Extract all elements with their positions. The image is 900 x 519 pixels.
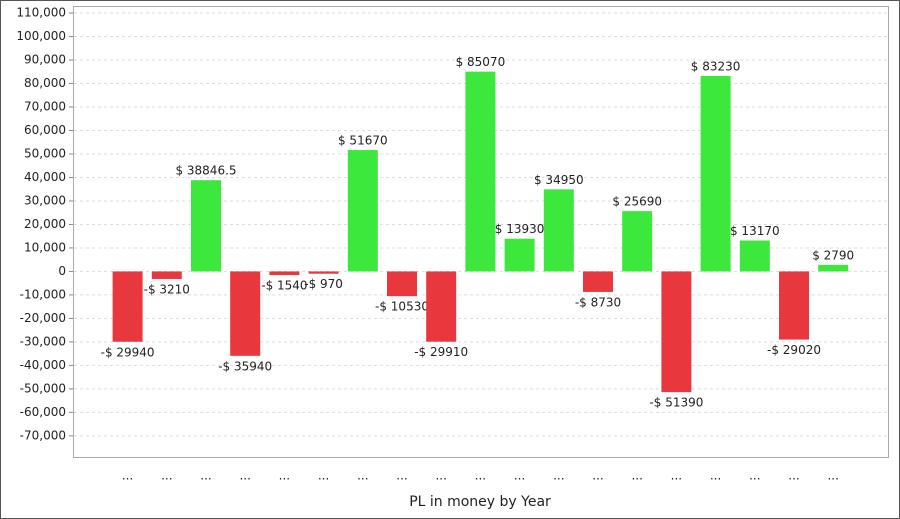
value-label: $ 85070 xyxy=(456,55,506,69)
bar xyxy=(779,271,809,340)
bar xyxy=(191,180,221,272)
bar xyxy=(151,271,182,279)
bar xyxy=(230,271,261,356)
bar xyxy=(818,264,849,272)
y-tick-label: 80,000 xyxy=(24,76,66,90)
value-label: -$ 3210 xyxy=(144,282,190,296)
x-tick-label: ... xyxy=(514,469,525,483)
bar xyxy=(543,189,574,272)
x-tick-label: ... xyxy=(710,469,721,483)
x-tick-label: ... xyxy=(279,469,290,483)
y-tick-label: 60,000 xyxy=(24,123,66,137)
bar xyxy=(661,271,692,393)
y-tick-label: -60,000 xyxy=(20,405,66,419)
x-tick-label: ... xyxy=(122,469,133,483)
value-label: $ 25690 xyxy=(612,195,662,209)
y-tick-label: 30,000 xyxy=(24,193,66,207)
value-label: $ 83230 xyxy=(691,59,741,73)
value-label: -$ 970 xyxy=(304,277,343,291)
x-tick-label: ... xyxy=(475,469,486,483)
bar xyxy=(269,271,300,276)
x-tick-label: ... xyxy=(592,469,603,483)
value-label: $ 34950 xyxy=(534,173,584,187)
value-label: -$ 8730 xyxy=(575,295,621,309)
y-tick-label: 90,000 xyxy=(24,53,66,67)
y-tick-label: -20,000 xyxy=(20,311,66,325)
bar xyxy=(426,271,457,342)
y-tick-label: 110,000 xyxy=(16,6,66,20)
y-tick-label: 50,000 xyxy=(24,146,66,160)
value-label: $ 51670 xyxy=(338,134,388,148)
value-label: -$ 10530 xyxy=(375,300,429,314)
y-tick-label: -40,000 xyxy=(20,358,66,372)
bar xyxy=(583,271,613,292)
x-tick-label: ... xyxy=(435,469,446,483)
x-tick-label: ... xyxy=(396,469,407,483)
y-tick-label: 40,000 xyxy=(24,170,66,184)
bar xyxy=(112,271,143,342)
bar xyxy=(308,271,339,274)
x-axis-label: PL in money by Year xyxy=(409,494,551,510)
y-tick-label: 10,000 xyxy=(24,240,66,254)
value-label: -$ 29940 xyxy=(101,345,155,359)
y-tick-label: -30,000 xyxy=(20,334,66,348)
value-label: -$ 1540 xyxy=(261,279,307,293)
x-tick-label: ... xyxy=(788,469,799,483)
value-label: $ 13930 xyxy=(495,222,545,236)
bar xyxy=(739,240,770,272)
bar xyxy=(504,238,535,272)
x-tick-label: ... xyxy=(239,469,250,483)
x-tick-label: ... xyxy=(357,469,368,483)
x-tick-label: ... xyxy=(827,469,838,483)
x-tick-label: ... xyxy=(318,469,329,483)
bar xyxy=(622,211,653,272)
bar xyxy=(387,271,417,297)
y-tick-label: 20,000 xyxy=(24,217,66,231)
bar xyxy=(347,150,378,272)
value-label: -$ 29020 xyxy=(767,343,821,357)
x-tick-label: ... xyxy=(671,469,682,483)
value-label: $ 38846.5 xyxy=(175,164,236,178)
y-tick-label: -70,000 xyxy=(20,428,66,442)
y-tick-label: 100,000 xyxy=(16,29,66,43)
value-label: -$ 35940 xyxy=(218,359,272,373)
value-label: -$ 29910 xyxy=(414,345,468,359)
x-tick-label: ... xyxy=(553,469,564,483)
y-tick-label: -10,000 xyxy=(20,287,66,301)
bar xyxy=(465,71,496,272)
value-label: $ 13170 xyxy=(730,224,780,238)
x-tick-label: ... xyxy=(631,469,642,483)
value-label: -$ 51390 xyxy=(649,396,703,410)
bar xyxy=(700,75,731,272)
x-tick-label: ... xyxy=(161,469,172,483)
y-tick-label: -50,000 xyxy=(20,381,66,395)
x-tick-label: ... xyxy=(749,469,760,483)
value-label: $ 2790 xyxy=(812,248,854,262)
y-tick-label: 0 xyxy=(58,264,66,278)
x-tick-label: ... xyxy=(200,469,211,483)
y-tick-label: 70,000 xyxy=(24,100,66,114)
